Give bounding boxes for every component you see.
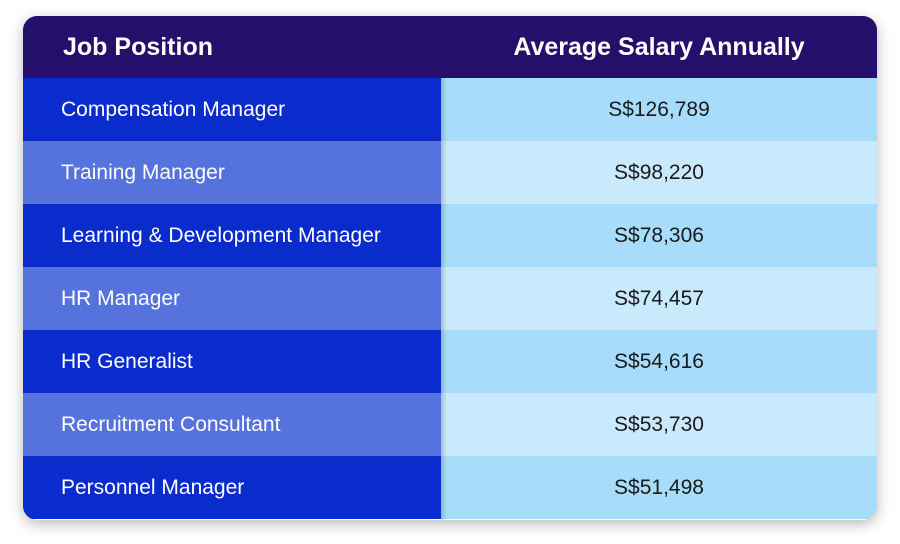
job-position-cell: HR Generalist	[23, 330, 441, 393]
salary-cell: S$54,616	[441, 330, 877, 393]
job-position-cell: HR Manager	[23, 267, 441, 330]
table-row: Recruitment Consultant S$53,730	[23, 393, 877, 456]
salary-cell: S$74,457	[441, 267, 877, 330]
table-row: Personnel Manager S$51,498	[23, 456, 877, 519]
table-body: Compensation Manager S$126,789 Training Ma…	[23, 78, 877, 519]
salary-cell: S$98,220	[441, 141, 877, 204]
job-position-cell: Training Manager	[23, 141, 441, 204]
job-position-cell: Compensation Manager	[23, 78, 441, 141]
table-row: HR Manager S$74,457	[23, 267, 877, 330]
salary-table: Job Position Average Salary Annually Com…	[23, 16, 877, 520]
table-header-row: Job Position Average Salary Annually	[23, 16, 877, 78]
job-position-cell: Personnel Manager	[23, 456, 441, 519]
salary-cell: S$51,498	[441, 456, 877, 519]
table-row: Compensation Manager S$126,789	[23, 78, 877, 141]
salary-cell: S$126,789	[441, 78, 877, 141]
table-row: Learning & Development Manager S$78,306	[23, 204, 877, 267]
job-position-cell: Recruitment Consultant	[23, 393, 441, 456]
salary-cell: S$53,730	[441, 393, 877, 456]
salary-cell: S$78,306	[441, 204, 877, 267]
column-header-job-position: Job Position	[63, 33, 213, 61]
column-header-average-salary: Average Salary Annually	[513, 33, 805, 61]
job-position-cell: Learning & Development Manager	[23, 204, 441, 267]
table-row: Training Manager S$98,220	[23, 141, 877, 204]
table-row: HR Generalist S$54,616	[23, 330, 877, 393]
